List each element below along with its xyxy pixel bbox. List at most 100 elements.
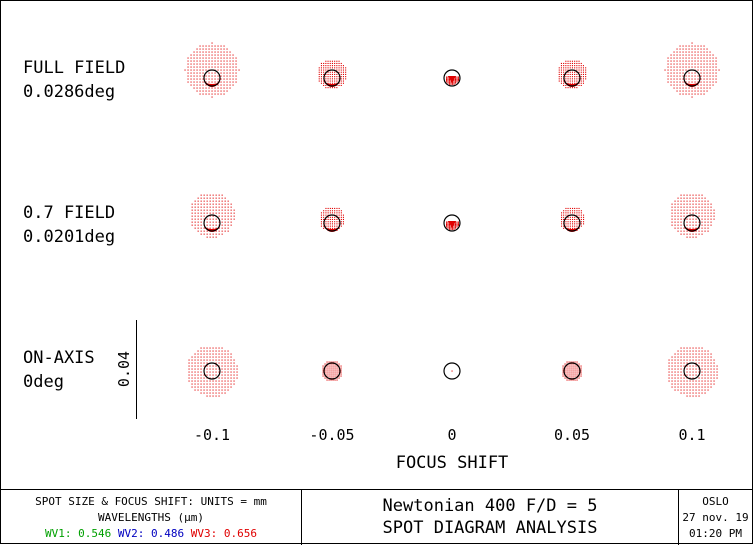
airy-disk-circle <box>323 362 341 380</box>
spot-ray-dot <box>323 214 325 216</box>
spot-ray-dot <box>196 78 198 80</box>
spot-ray-dot <box>197 197 199 199</box>
spot-ray-dot <box>209 386 211 388</box>
spot-ray-dot <box>680 380 682 382</box>
spot-ray-dot <box>215 374 217 376</box>
spot-ray-dot <box>710 380 712 382</box>
spot-ray-dot <box>668 374 670 376</box>
spot-ray-dot <box>563 69 565 71</box>
spot-ray-dot <box>707 359 709 361</box>
wavelength-list: WV1: 0.546 WV2: 0.486 WV3: 0.656 <box>1 526 301 542</box>
spot-ray-dot <box>318 67 320 69</box>
spot-ray-dot <box>325 80 327 82</box>
spot-ray-dot <box>692 359 694 361</box>
spot-ray-dot <box>203 230 205 232</box>
spot-ray-dot <box>677 218 679 220</box>
spot-ray-dot <box>580 365 582 367</box>
spot-ray-dot <box>674 377 676 379</box>
spot-ray-dot <box>574 227 576 229</box>
spot-ray-dot <box>194 359 196 361</box>
spot-ray-dot <box>572 375 574 377</box>
spot-ray-dot <box>197 380 199 382</box>
spot-ray-dot <box>320 67 322 69</box>
spot-ray-dot <box>706 57 708 59</box>
spot-ray-dot <box>560 69 562 71</box>
spot-ray-dot <box>701 365 703 367</box>
spot-ray-dot <box>566 367 568 369</box>
spot-ray-dot <box>338 65 340 67</box>
spot-ray-dot <box>223 78 225 80</box>
spot-ray-dot <box>197 389 199 391</box>
spot-ray-dot <box>206 233 208 235</box>
spot-ray-dot <box>569 67 571 69</box>
spot-ray-dot <box>323 212 325 214</box>
spot-ray-dot <box>701 230 703 232</box>
spot-ray-dot <box>340 369 342 371</box>
spot-ray-dot <box>184 69 186 71</box>
spot-ray-dot <box>692 365 694 367</box>
spot-ray-dot <box>224 380 226 382</box>
spot-ray-dot <box>674 218 676 220</box>
spot-ray-dot <box>698 212 700 214</box>
spot-ray-dot <box>330 369 332 371</box>
spot-ray-dot <box>229 69 231 71</box>
spot-ray-dot <box>667 66 669 68</box>
spot-ray-dot <box>328 373 330 375</box>
spot-ray-dot <box>212 371 214 373</box>
spot-ray-dot <box>214 93 216 95</box>
spot-ray-dot <box>447 77 449 79</box>
spot-ray-dot <box>576 87 578 89</box>
spot-ray-dot <box>707 224 709 226</box>
spot-ray-dot <box>206 395 208 397</box>
spot-ray-dot <box>576 218 578 220</box>
spot-ray-dot <box>569 87 571 89</box>
spot-ray-dot <box>706 66 708 68</box>
spot-ray-dot <box>446 221 448 223</box>
spot-ray-dot <box>325 223 327 225</box>
spot-ray-dot <box>569 76 571 78</box>
spot-ray-dot <box>683 365 685 367</box>
spot-ray-dot <box>686 380 688 382</box>
spot-ray-dot <box>221 203 223 205</box>
spot-ray-dot <box>224 365 226 367</box>
spot-ray-dot <box>582 67 584 69</box>
spot-ray-dot <box>325 76 327 78</box>
spot-ray-dot <box>689 350 691 352</box>
spot-ray-dot <box>578 207 580 209</box>
spot-ray-dot <box>676 63 678 65</box>
spot-ray-dot <box>230 218 232 220</box>
spot-ray-dot <box>572 361 574 363</box>
spot-ray-dot <box>709 51 711 53</box>
spot-ray-dot <box>328 367 330 369</box>
spot-ray-dot <box>682 66 684 68</box>
spot-ray-dot <box>710 212 712 214</box>
spot-ray-dot <box>202 81 204 83</box>
spot-ray-dot <box>215 203 217 205</box>
spot-ray-dot <box>206 347 208 349</box>
spot-ray-dot <box>217 48 219 50</box>
spot-ray-dot <box>572 218 574 220</box>
spot-ray-dot <box>572 373 574 375</box>
spot-ray-dot <box>217 66 219 68</box>
spot-ray-dot <box>209 368 211 370</box>
spot-ray-dot <box>202 75 204 77</box>
spot-ray-dot <box>205 45 207 47</box>
spot-ray-dot <box>686 224 688 226</box>
spot-ray-dot <box>193 78 195 80</box>
spot-ray-dot <box>208 78 210 80</box>
spot-ray-dot <box>698 395 700 397</box>
spot-ray-dot <box>686 386 688 388</box>
spot-ray-dot <box>677 353 679 355</box>
spot-ray-dot <box>686 233 688 235</box>
spot-ray-dot <box>345 71 347 73</box>
spot-ray-dot <box>674 362 676 364</box>
spot-ray-dot <box>710 359 712 361</box>
spot-ray-dot <box>676 51 678 53</box>
spot-ray-dot <box>692 380 694 382</box>
spot-ray-dot <box>707 203 709 205</box>
spot-ray-dot <box>695 221 697 223</box>
spot-ray-dot <box>567 87 569 89</box>
spot-ray-dot <box>209 227 211 229</box>
spot-ray-dot <box>229 87 231 89</box>
spot-ray-dot <box>704 383 706 385</box>
